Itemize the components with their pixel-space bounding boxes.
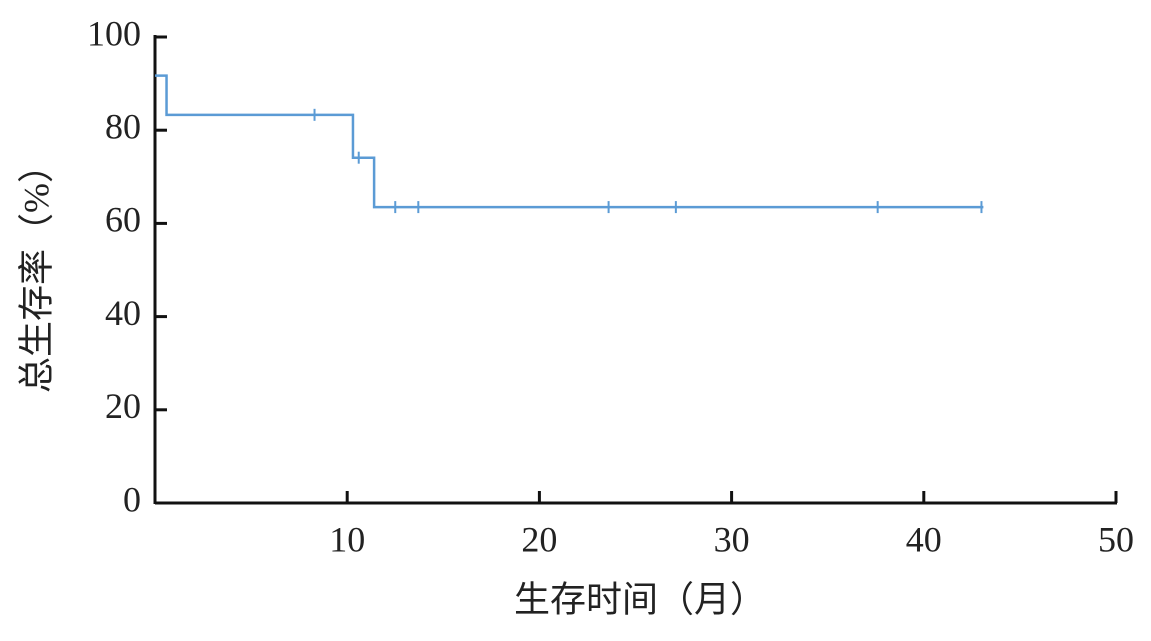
x-tick-label: 10 (329, 519, 365, 559)
y-tick-label: 60 (105, 200, 141, 240)
x-tick-label: 50 (1098, 519, 1134, 559)
survival-line (155, 74, 984, 209)
y-axis-label: 总生存率（%） (16, 147, 56, 393)
y-tick-label: 40 (105, 293, 141, 333)
y-tick-label: 100 (87, 13, 141, 53)
x-tick-label: 40 (906, 519, 942, 559)
y-tick-label: 0 (123, 479, 141, 519)
y-tick-label: 80 (105, 106, 141, 146)
y-tick-label: 20 (105, 386, 141, 426)
x-tick-label: 30 (714, 519, 750, 559)
x-axis-label: 生存时间（月） (514, 579, 766, 619)
x-tick-label: 20 (521, 519, 557, 559)
